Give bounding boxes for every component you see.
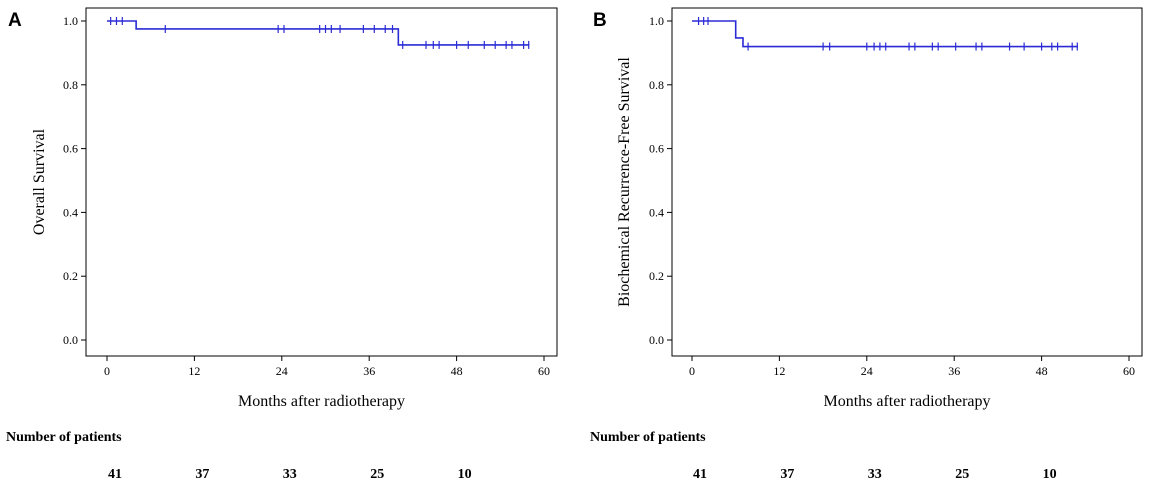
panel-b-x-tick-label: 12 — [773, 364, 785, 378]
panel-b-x-tick-label: 0 — [689, 364, 695, 378]
panel-b-y-tick-label: 0.2 — [649, 269, 664, 283]
panel-a-y-axis-title: Overall Survival — [31, 128, 48, 235]
panel-b-risk-count: 33 — [868, 467, 882, 482]
panel-a-y-tick-label: 0.4 — [63, 205, 78, 219]
panel-b-x-axis-title: Months after radiotherapy — [823, 393, 990, 410]
panel-a-y-tick-label: 0.6 — [63, 142, 78, 156]
panel-a-x-axis-title: Months after radiotherapy — [238, 393, 405, 410]
panel-a-y-tick-label: 1.0 — [63, 14, 78, 28]
panel-a-x-tick-label: 12 — [188, 364, 200, 378]
panel-a-risk-count: 33 — [283, 467, 297, 482]
panel-b-risk-count: 37 — [780, 467, 794, 482]
panel-b-x-tick-label: 24 — [861, 364, 873, 378]
panel-a-x-tick-label: 48 — [451, 364, 463, 378]
panel-b-x-tick-label: 48 — [1036, 364, 1048, 378]
panel-b-x-tick-label: 36 — [948, 364, 960, 378]
panel-b-risk-table-title: Number of patients — [590, 430, 706, 445]
panel-a-x-tick-label: 60 — [538, 364, 550, 378]
panel-a-y-tick-label: 0.8 — [63, 78, 78, 92]
panel-a-risk-count: 25 — [370, 467, 384, 482]
panel-b-y-tick-label: 0.4 — [649, 205, 664, 219]
panel-a-risk-count: 37 — [195, 467, 209, 482]
panel-b-y-tick-label: 0.0 — [649, 333, 664, 347]
panel-b-risk-count: 10 — [1043, 467, 1057, 482]
panel-a-risk-table-title: Number of patients — [6, 430, 122, 445]
panel-a-x-tick-label: 24 — [276, 364, 288, 378]
panel-a-survival-curve — [107, 20, 530, 46]
panel-a-x-tick-label: 0 — [104, 364, 110, 378]
panel-a-risk-count: 10 — [458, 467, 472, 482]
panel-b-y-axis-title: Biochemical Recurrence-Free Survival — [616, 57, 633, 307]
panel-b-x-tick-label: 60 — [1123, 364, 1135, 378]
panel-b-y-tick-label: 0.8 — [649, 78, 664, 92]
panel-a-letter: A — [8, 10, 22, 31]
panel-b-survival-curve — [692, 20, 1079, 48]
panel-a-y-tick-label: 0.2 — [63, 269, 78, 283]
panel-b-y-tick-label: 0.6 — [649, 142, 664, 156]
panel-b-risk-count: 41 — [693, 467, 707, 482]
panel-a-y-tick-label: 0.0 — [63, 333, 78, 347]
panel-a-x-tick-label: 36 — [363, 364, 375, 378]
panel-a-plot-frame — [85, 7, 558, 357]
panel-b-letter: B — [593, 10, 607, 31]
panel-b-plot-frame — [671, 7, 1143, 357]
panel-a-risk-count: 41 — [108, 467, 122, 482]
panel-b-y-tick-label: 1.0 — [649, 14, 664, 28]
panel-b-risk-count: 25 — [955, 467, 969, 482]
